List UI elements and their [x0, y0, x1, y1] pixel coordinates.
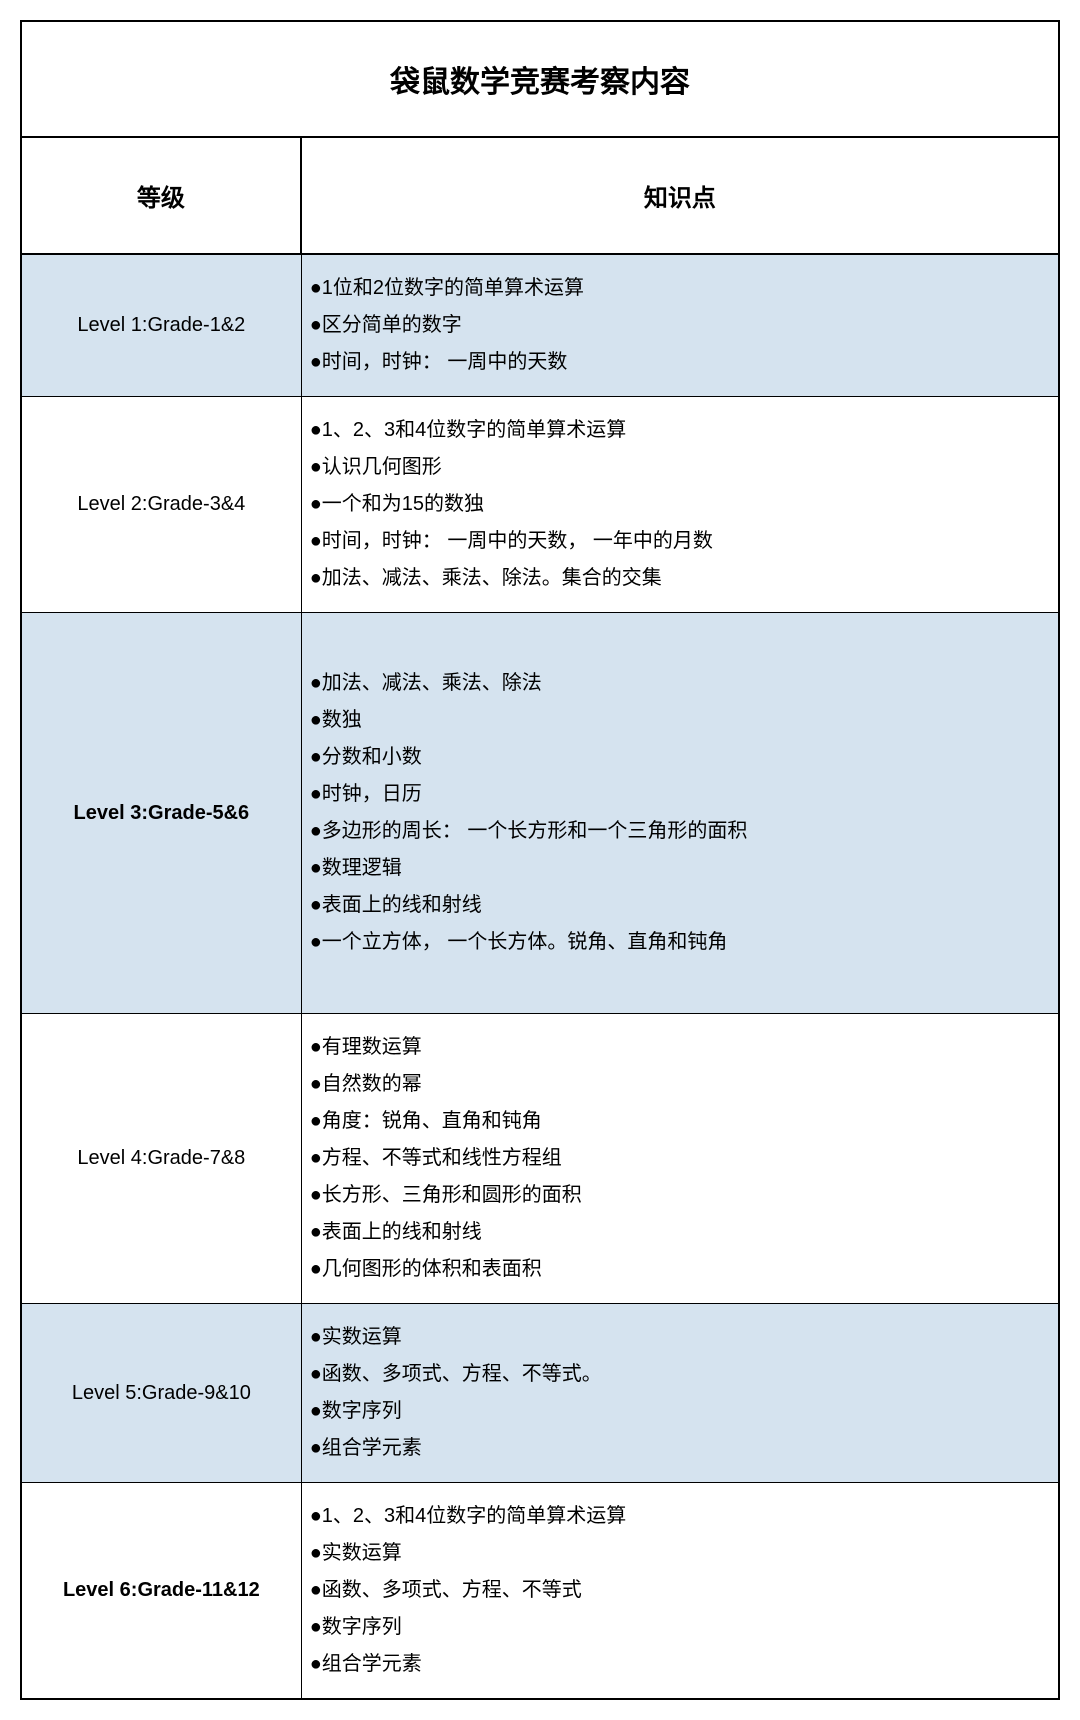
topics-cell: ●实数运算●函数、多项式、方程、不等式。●数字序列●组合学元素: [302, 1304, 1058, 1482]
topic-item: ●有理数运算: [310, 1029, 1048, 1066]
topics-cell: ●1位和2位数字的简单算术运算●区分简单的数字●时间，时钟： 一周中的天数: [302, 255, 1058, 396]
content-table: 袋鼠数学竞赛考察内容 等级 知识点 Level 1:Grade-1&2●1位和2…: [20, 20, 1060, 1700]
topic-item: ●自然数的幂: [310, 1066, 1048, 1103]
level-cell: Level 4:Grade-7&8: [22, 1014, 302, 1303]
table-row: Level 2:Grade-3&4●1、2、3和4位数字的简单算术运算●认识几何…: [22, 397, 1058, 613]
level-cell: Level 1:Grade-1&2: [22, 255, 302, 396]
table-body: Level 1:Grade-1&2●1位和2位数字的简单算术运算●区分简单的数字…: [22, 255, 1058, 1698]
topic-item: [310, 628, 1048, 665]
topic-item: [310, 961, 1048, 998]
topic-item: ●实数运算: [310, 1319, 1048, 1356]
topic-item: ●函数、多项式、方程、不等式。: [310, 1356, 1048, 1393]
table-row: Level 5:Grade-9&10●实数运算●函数、多项式、方程、不等式。●数…: [22, 1304, 1058, 1483]
topic-item: ●函数、多项式、方程、不等式: [310, 1572, 1048, 1609]
topic-item: ●时间，时钟： 一周中的天数: [310, 344, 1048, 381]
topic-item: ●组合学元素: [310, 1430, 1048, 1467]
topics-cell: ●1、2、3和4位数字的简单算术运算●实数运算●函数、多项式、方程、不等式●数字…: [302, 1483, 1058, 1698]
topic-item: ●多边形的周长： 一个长方形和一个三角形的面积: [310, 813, 1048, 850]
topics-cell: ●加法、减法、乘法、除法●数独●分数和小数●时钟，日历●多边形的周长： 一个长方…: [302, 613, 1058, 1013]
topic-item: ●加法、减法、乘法、除法。集合的交集: [310, 560, 1048, 597]
level-cell: Level 3:Grade-5&6: [22, 613, 302, 1013]
topic-item: ●一个和为15的数独: [310, 486, 1048, 523]
level-cell: Level 5:Grade-9&10: [22, 1304, 302, 1482]
topic-item: ●实数运算: [310, 1535, 1048, 1572]
topic-item: ●组合学元素: [310, 1646, 1048, 1683]
level-cell: Level 2:Grade-3&4: [22, 397, 302, 612]
topic-item: ●加法、减法、乘法、除法: [310, 665, 1048, 702]
topic-item: ●分数和小数: [310, 739, 1048, 776]
topic-item: ●1、2、3和4位数字的简单算术运算: [310, 1498, 1048, 1535]
topic-item: ●长方形、三角形和圆形的面积: [310, 1177, 1048, 1214]
table-row: Level 6:Grade-11&12●1、2、3和4位数字的简单算术运算●实数…: [22, 1483, 1058, 1698]
table-row: Level 4:Grade-7&8●有理数运算●自然数的幂●角度：锐角、直角和钝…: [22, 1014, 1058, 1304]
table-header-row: 等级 知识点: [22, 138, 1058, 255]
topic-item: ●几何图形的体积和表面积: [310, 1251, 1048, 1288]
topic-item: ●数字序列: [310, 1609, 1048, 1646]
topic-item: ●数理逻辑: [310, 850, 1048, 887]
topic-item: ●角度：锐角、直角和钝角: [310, 1103, 1048, 1140]
topic-item: ●时钟，日历: [310, 776, 1048, 813]
topic-item: ●1位和2位数字的简单算术运算: [310, 270, 1048, 307]
table-row: Level 3:Grade-5&6 ●加法、减法、乘法、除法●数独●分数和小数●…: [22, 613, 1058, 1014]
table-row: Level 1:Grade-1&2●1位和2位数字的简单算术运算●区分简单的数字…: [22, 255, 1058, 397]
topic-item: ●方程、不等式和线性方程组: [310, 1140, 1048, 1177]
header-topics-cell: 知识点: [302, 138, 1058, 253]
topic-item: ●数字序列: [310, 1393, 1048, 1430]
level-cell: Level 6:Grade-11&12: [22, 1483, 302, 1698]
table-title: 袋鼠数学竞赛考察内容: [22, 22, 1058, 138]
topic-item: ●表面上的线和射线: [310, 1214, 1048, 1251]
topic-item: ●区分简单的数字: [310, 307, 1048, 344]
topic-item: ●一个立方体， 一个长方体。锐角、直角和钝角: [310, 924, 1048, 961]
topics-cell: ●1、2、3和4位数字的简单算术运算●认识几何图形●一个和为15的数独●时间，时…: [302, 397, 1058, 612]
header-level-cell: 等级: [22, 138, 302, 253]
topic-item: ●时间，时钟： 一周中的天数， 一年中的月数: [310, 523, 1048, 560]
topic-item: ●数独: [310, 702, 1048, 739]
topic-item: ●1、2、3和4位数字的简单算术运算: [310, 412, 1048, 449]
topic-item: ●表面上的线和射线: [310, 887, 1048, 924]
topics-cell: ●有理数运算●自然数的幂●角度：锐角、直角和钝角●方程、不等式和线性方程组●长方…: [302, 1014, 1058, 1303]
topic-item: ●认识几何图形: [310, 449, 1048, 486]
